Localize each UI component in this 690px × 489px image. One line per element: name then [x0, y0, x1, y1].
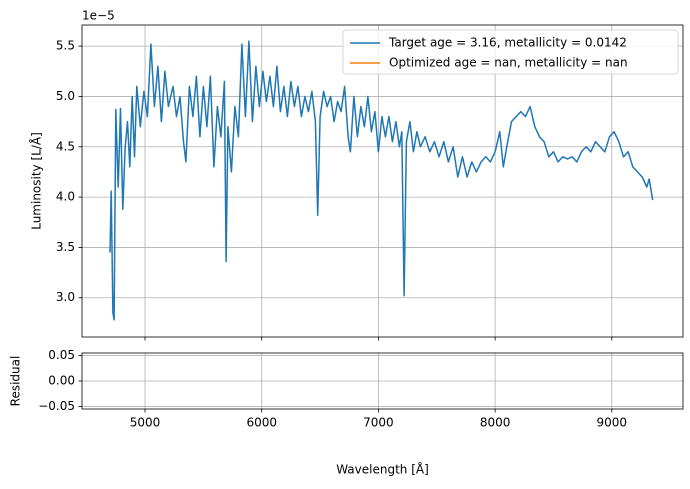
y-tick-label: 3.5	[56, 240, 75, 254]
y-tick-label: 0.05	[48, 348, 75, 362]
y-axis-label: Luminosity [L/Å]	[29, 132, 44, 230]
axes-frame	[81, 352, 684, 410]
data-line	[109, 40, 654, 321]
offset-label: 1e−5	[82, 9, 115, 23]
axes-frame	[81, 24, 684, 338]
y-tick-label: 5.5	[56, 39, 75, 53]
legend-box	[342, 29, 679, 75]
y-axis-label: Residual	[9, 356, 23, 407]
y-tick-label: 5.0	[56, 89, 75, 103]
x-tick-label: 8000	[480, 416, 511, 430]
legend-label: Optimized age = nan, metallicity = nan	[389, 56, 628, 70]
x-tick-label: 9000	[597, 416, 628, 430]
x-tick-label: 6000	[246, 416, 277, 430]
y-tick-label: 0.00	[48, 374, 75, 388]
x-tick-label: 7000	[363, 416, 394, 430]
y-tick-label: 4.0	[56, 190, 75, 204]
x-axis-label: Wavelength [Å]	[336, 462, 429, 477]
y-tick-label: 3.0	[56, 290, 75, 304]
y-tick-label: 4.5	[56, 139, 75, 153]
legend-label: Target age = 3.16, metallicity = 0.0142	[388, 36, 627, 50]
y-tick-label: −0.05	[38, 399, 75, 413]
x-tick-label: 5000	[130, 416, 161, 430]
